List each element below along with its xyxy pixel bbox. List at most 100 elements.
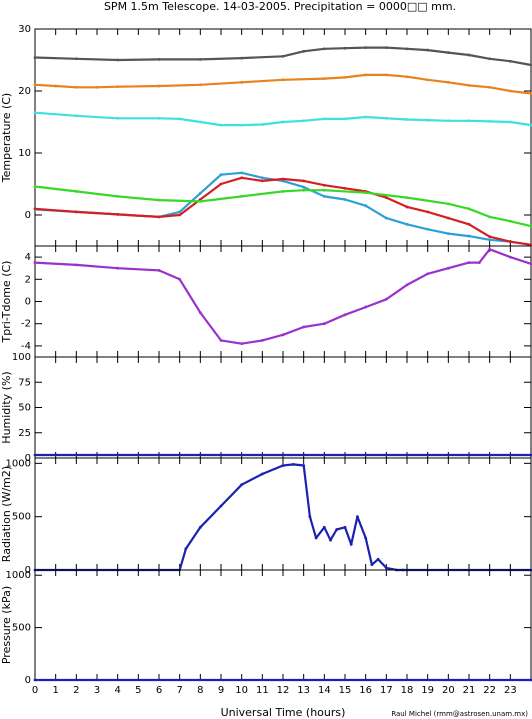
series-line-1 <box>35 463 531 572</box>
data-point <box>508 59 512 63</box>
data-point <box>508 120 512 124</box>
series-line-6 <box>34 185 532 228</box>
data-point <box>508 255 512 259</box>
data-point <box>33 678 37 682</box>
y-axis-label: Humidity (%) <box>0 371 13 443</box>
series-line-5 <box>34 176 532 246</box>
data-point <box>529 63 532 67</box>
data-point <box>488 119 492 123</box>
x-tick-label: 15 <box>339 685 352 696</box>
chart-title: SPM 1.5m Telescope. 14-03-2005. Precipit… <box>104 0 456 13</box>
data-point <box>74 85 78 89</box>
data-point <box>302 49 306 53</box>
data-point <box>529 453 532 457</box>
data-point <box>405 196 409 200</box>
data-point <box>508 89 512 93</box>
data-point <box>426 78 430 82</box>
data-point <box>240 176 244 180</box>
data-point <box>384 46 388 49</box>
data-point <box>219 182 223 186</box>
y-tick-label: 1000 <box>6 458 31 469</box>
y-tick-label: 25 <box>18 428 31 439</box>
data-point <box>529 243 532 247</box>
x-tick-label: 0 <box>32 685 38 696</box>
data-point <box>281 78 285 82</box>
y-tick-label: 500 <box>12 512 31 523</box>
data-point <box>33 111 37 115</box>
data-point <box>74 210 78 214</box>
data-point <box>322 77 326 80</box>
x-tick-label: 20 <box>442 685 455 696</box>
data-point <box>281 54 285 58</box>
data-point <box>74 57 78 61</box>
y-tick-label: 20 <box>18 86 31 97</box>
x-tick-label: 11 <box>256 685 269 696</box>
data-point <box>33 453 37 457</box>
data-point <box>405 222 409 226</box>
data-point <box>384 196 388 200</box>
x-axis-label: Universal Time (hours) <box>221 706 346 719</box>
data-point <box>477 261 481 265</box>
x-tick-label: 7 <box>176 685 182 696</box>
credit-text: Raul Michel (rmm@astrosen.unam.mx) <box>391 710 528 718</box>
data-point <box>446 216 450 220</box>
y-tick-label: -2 <box>21 319 31 330</box>
data-point <box>446 80 450 84</box>
x-tick-label: 12 <box>277 685 290 696</box>
data-point <box>116 85 120 89</box>
y-tick-label: 4 <box>25 252 31 263</box>
data-point <box>116 116 120 120</box>
data-point <box>281 177 285 181</box>
data-point <box>446 51 450 54</box>
data-point <box>356 515 359 519</box>
data-point <box>240 56 244 60</box>
data-point <box>405 47 409 51</box>
data-point <box>343 186 347 190</box>
data-point <box>157 57 161 61</box>
data-point <box>302 119 306 123</box>
data-point <box>384 297 388 301</box>
x-tick-label: 3 <box>94 685 100 696</box>
data-point <box>426 227 430 231</box>
x-tick-label: 21 <box>463 685 476 696</box>
data-point <box>467 261 471 265</box>
panel-frame <box>34 569 532 681</box>
data-point <box>426 48 430 52</box>
data-point <box>33 261 37 265</box>
data-point <box>488 238 492 242</box>
data-point <box>488 215 492 219</box>
data-point <box>178 117 182 121</box>
data-point <box>260 179 264 183</box>
panel-3: 0 25 50 75 100 Humidity (%) <box>0 352 532 464</box>
x-tick-label: 19 <box>421 685 434 696</box>
data-point <box>467 119 471 123</box>
data-point <box>426 118 430 122</box>
data-point <box>157 215 161 219</box>
data-point <box>219 173 223 177</box>
x-tick-label: 6 <box>156 685 162 696</box>
data-point <box>157 198 161 202</box>
data-point <box>240 483 244 487</box>
data-point <box>116 58 120 62</box>
data-point <box>508 219 512 223</box>
data-point <box>33 56 37 59</box>
data-point <box>364 536 368 540</box>
y-tick-label: 0 <box>25 210 31 221</box>
data-point <box>322 525 326 529</box>
panel-2: -4 -2 0 2 4 Tpri-Tdome (C) <box>0 245 532 358</box>
data-point <box>240 342 244 346</box>
x-tick-label: 5 <box>135 685 141 696</box>
data-point <box>322 195 326 198</box>
x-tick-label: 22 <box>483 685 496 696</box>
data-point <box>322 188 326 192</box>
data-point <box>33 207 37 211</box>
data-point <box>198 199 202 203</box>
data-point <box>157 84 161 88</box>
data-point <box>302 464 306 467</box>
data-point <box>281 190 285 193</box>
data-point <box>322 183 326 187</box>
data-point <box>260 176 264 180</box>
data-point <box>240 80 244 84</box>
data-point <box>405 205 409 209</box>
